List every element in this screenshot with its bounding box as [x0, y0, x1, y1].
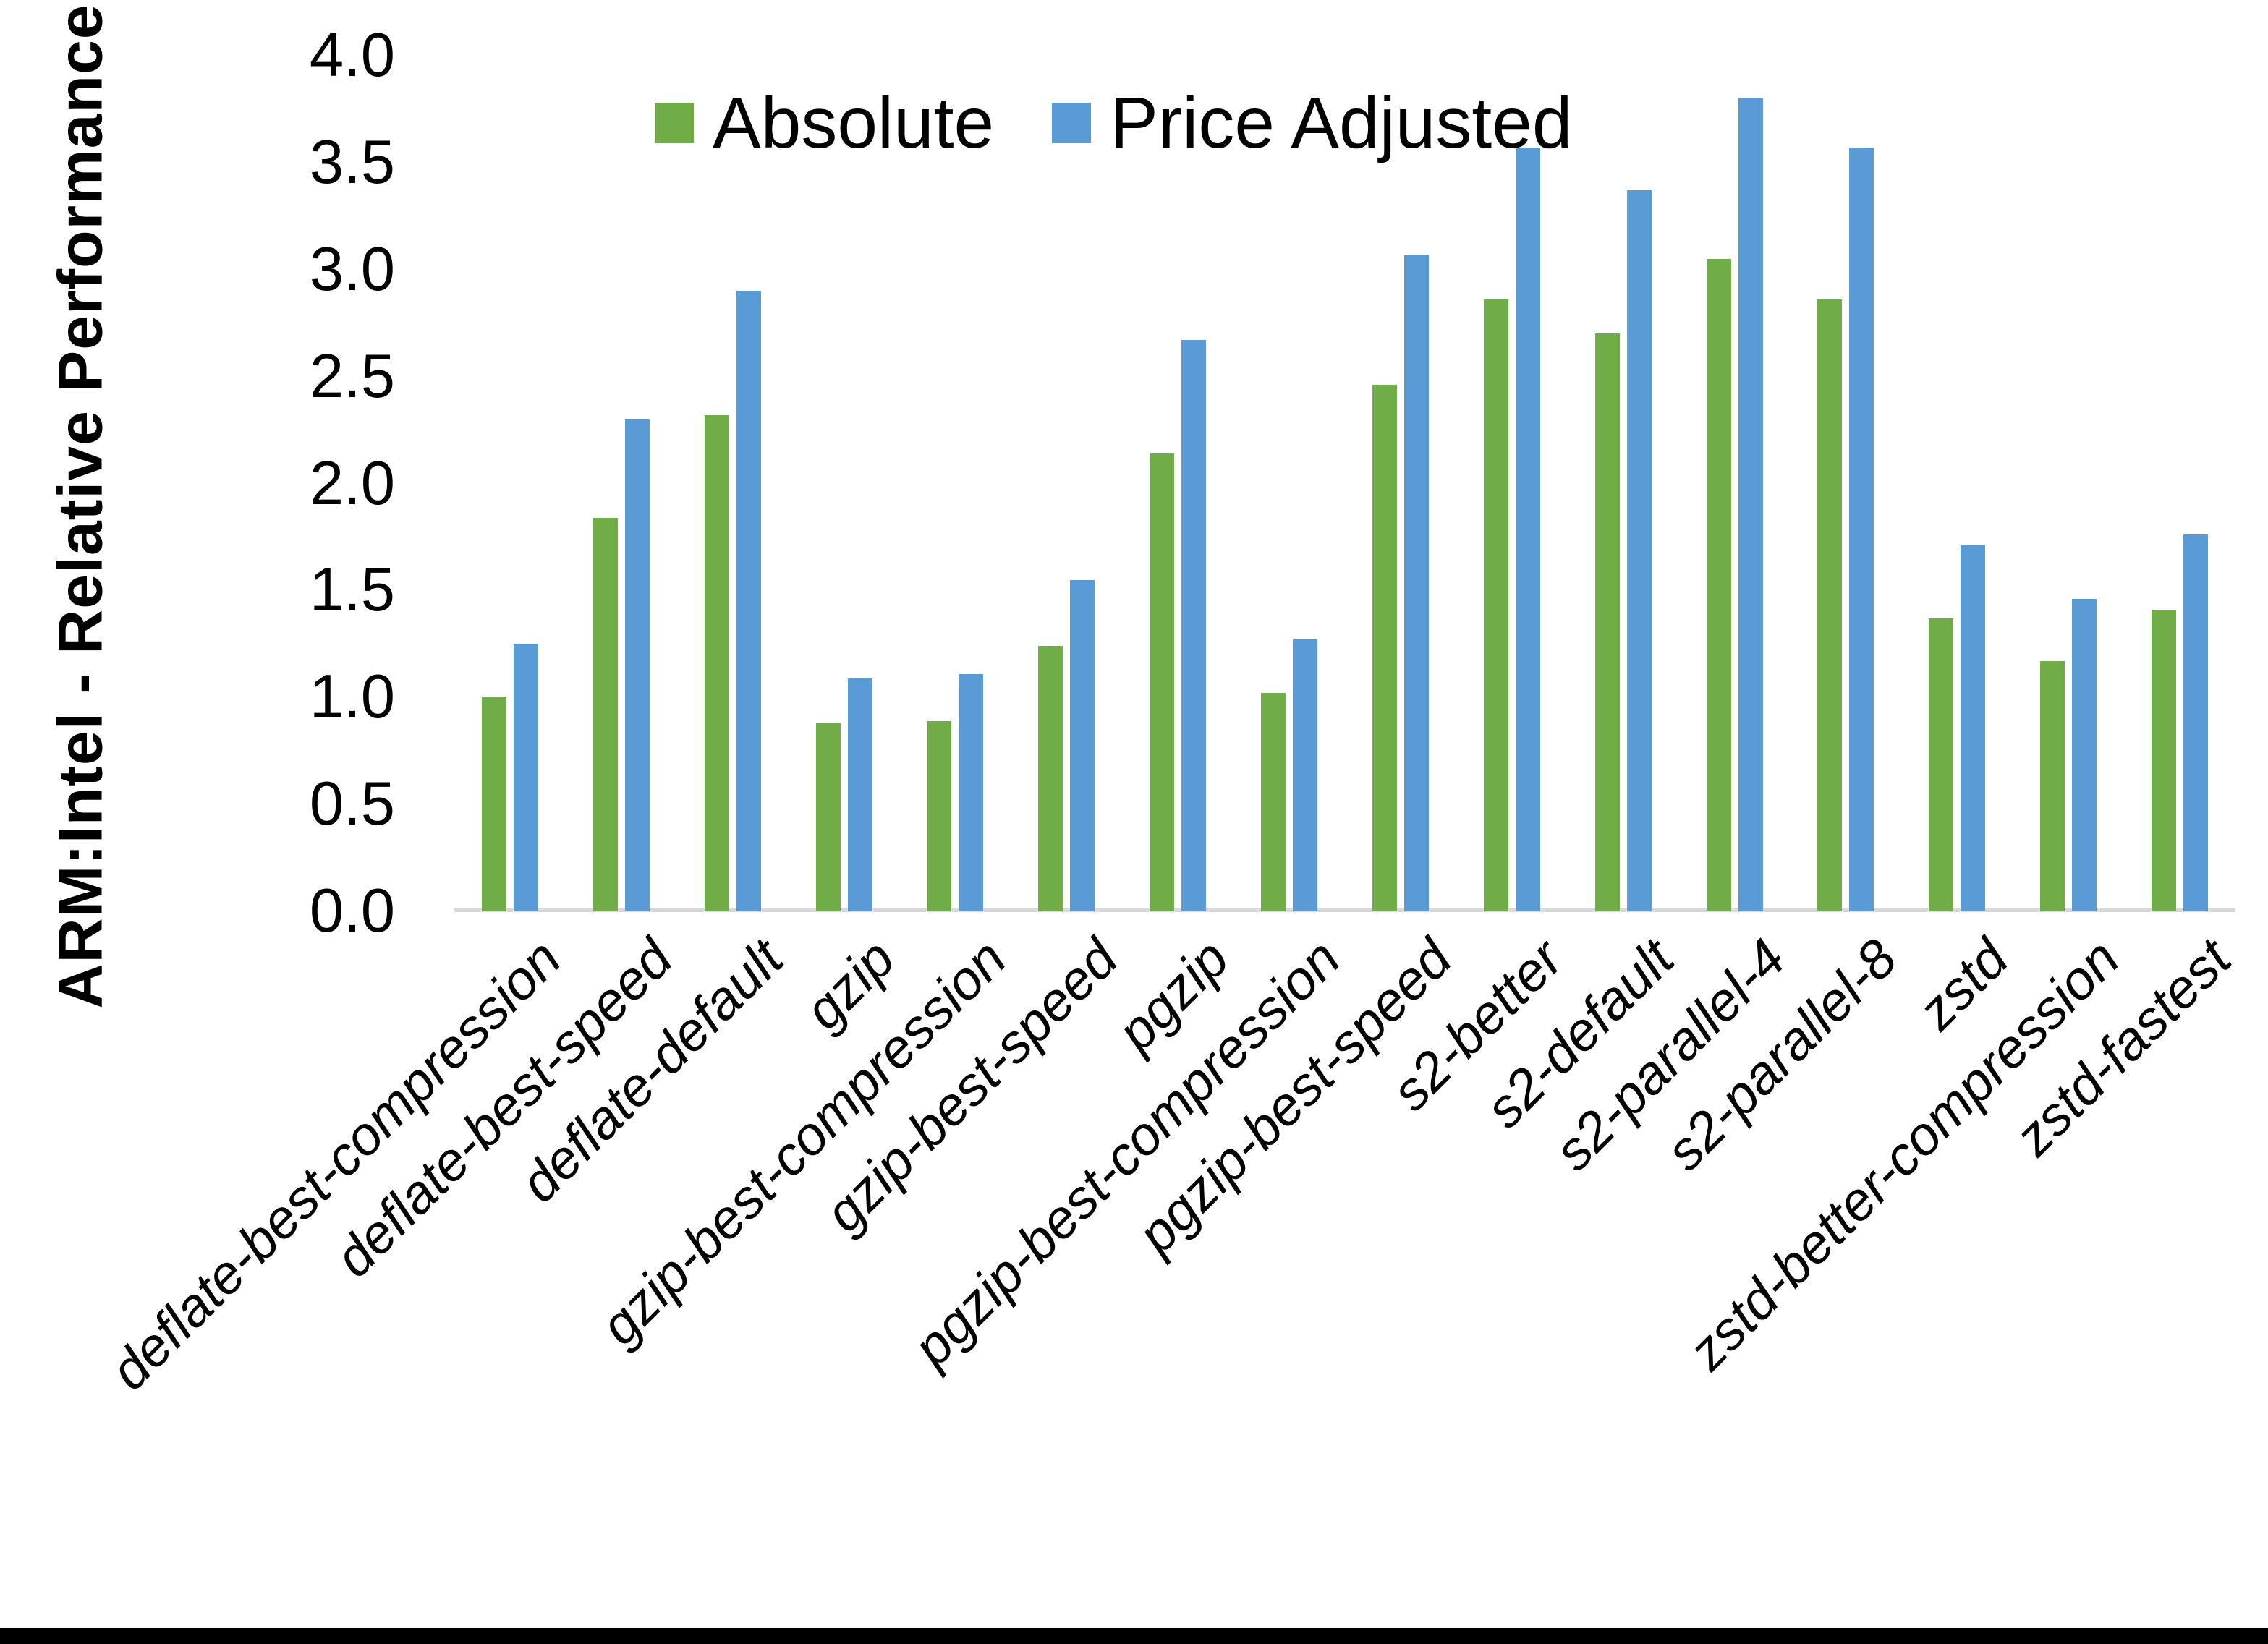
bar-price-adjusted [1627, 190, 1652, 911]
y-tick-label: 3.0 [309, 234, 395, 304]
bar-absolute [482, 697, 506, 911]
bar-absolute [816, 723, 841, 911]
y-tick-label: 2.5 [309, 341, 395, 411]
bar-price-adjusted [1181, 340, 1206, 911]
y-tick-label: 0.0 [309, 877, 395, 945]
legend-swatch-icon [1052, 103, 1092, 143]
bar-absolute [1929, 618, 1953, 911]
bar-price-adjusted [1738, 98, 1763, 911]
bar-absolute [927, 721, 951, 911]
x-axis-line [454, 908, 2235, 912]
bar-price-adjusted [1849, 148, 1874, 911]
bar-price-adjusted [2072, 599, 2097, 911]
y-tick-label: 4.0 [309, 21, 395, 90]
y-tick-label: 3.5 [309, 127, 395, 197]
y-tick-label: 1.0 [309, 663, 395, 732]
bar-absolute [1595, 333, 1620, 911]
bar-price-adjusted [736, 291, 761, 911]
bar-absolute [1484, 299, 1508, 911]
bar-price-adjusted [959, 674, 983, 911]
bar-absolute [2152, 610, 2176, 911]
legend-swatch-icon [655, 103, 694, 143]
bar-price-adjusted [514, 644, 538, 911]
bar-absolute [705, 415, 729, 911]
legend-label: Price Adjusted [1110, 82, 1573, 163]
bar-price-adjusted [1516, 148, 1540, 911]
x-tick-label: deflate-best-compression [98, 927, 572, 1402]
bar-price-adjusted [2183, 534, 2208, 911]
bar-absolute [1038, 646, 1063, 911]
y-tick-label: 1.5 [309, 555, 395, 625]
bar-absolute [1150, 453, 1174, 911]
bar-price-adjusted [1961, 545, 1985, 911]
legend: Absolute Price Adjusted [655, 87, 1572, 159]
bar-price-adjusted [625, 419, 650, 911]
y-tick-label: 2.0 [309, 448, 395, 518]
bottom-border-bar [0, 1628, 2268, 1644]
bar-absolute [1372, 385, 1397, 911]
bar-price-adjusted [1070, 580, 1095, 911]
bar-absolute [1261, 693, 1286, 911]
bar-absolute [593, 518, 618, 911]
bar-absolute [1707, 259, 1731, 911]
legend-item: Absolute [655, 87, 994, 159]
bar-price-adjusted [848, 678, 872, 911]
bar-absolute [2040, 661, 2065, 911]
bar-absolute [1817, 299, 1842, 911]
bar-price-adjusted [1293, 639, 1317, 911]
y-tick-label: 0.5 [309, 770, 395, 839]
bar-price-adjusted [1404, 255, 1429, 911]
legend-label: Absolute [713, 82, 995, 163]
legend-item: Price Adjusted [1052, 87, 1572, 159]
